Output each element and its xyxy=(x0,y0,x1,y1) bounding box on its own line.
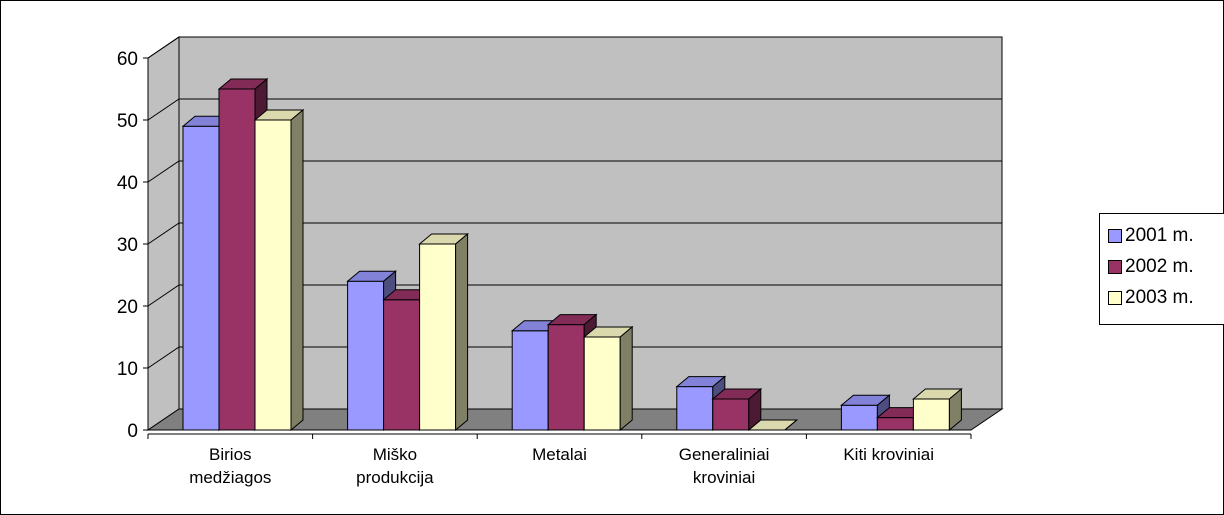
legend-swatch xyxy=(1108,229,1122,243)
legend-swatch xyxy=(1108,260,1122,274)
bar-front xyxy=(218,88,256,431)
gridline xyxy=(147,36,1002,59)
bar-side xyxy=(455,232,469,432)
bars-group xyxy=(181,77,963,432)
bar-front xyxy=(511,330,549,431)
gridline xyxy=(147,98,1002,121)
category-label: Metalai xyxy=(532,445,587,464)
bar xyxy=(747,419,799,431)
legend-label: 2001 m. xyxy=(1125,225,1194,246)
category-label-line: Birios xyxy=(209,445,252,464)
bar-front xyxy=(876,417,914,431)
bar xyxy=(912,387,963,432)
legend-label: 2002 m. xyxy=(1125,256,1194,277)
gridline xyxy=(147,160,1002,183)
category-label: Birios medžiagos xyxy=(189,445,271,487)
legend-item: 2002 m. xyxy=(1108,255,1194,279)
y-tick-label: 40 xyxy=(117,173,138,194)
legend-swatch xyxy=(1108,291,1122,305)
bar-front xyxy=(840,404,878,431)
bar xyxy=(711,387,763,432)
bar xyxy=(582,325,634,432)
bar xyxy=(418,232,469,432)
category-label: Miško produkcija xyxy=(356,445,434,487)
bar-front xyxy=(712,398,750,431)
y-tick-label: 10 xyxy=(117,359,138,380)
y-tick-label: 20 xyxy=(117,297,138,318)
category-label-line: Miško xyxy=(373,445,417,464)
category-label-line: Generaliniai xyxy=(679,445,770,464)
bar-front xyxy=(347,280,385,431)
bar-front xyxy=(419,243,457,431)
category-label-line: Kiti kroviniai xyxy=(843,445,934,464)
category-label: Kiti kroviniai xyxy=(843,445,934,464)
y-tick-label: 50 xyxy=(117,111,138,132)
legend-item: 2003 m. xyxy=(1108,286,1194,310)
axes-group: 0 10 20 30 40 50 60 Birios medžiagos Miško produkc… xyxy=(117,49,972,487)
legend-label: 2003 m. xyxy=(1125,287,1194,308)
bar-side xyxy=(948,387,962,432)
y-tick-label: 60 xyxy=(117,49,138,70)
bar-front xyxy=(254,119,292,431)
category-label-line: kroviniai xyxy=(693,468,755,487)
bar-front xyxy=(383,299,421,431)
y-tick-label: 0 xyxy=(127,421,138,442)
legend: 2001 m. 2002 m. 2003 m. xyxy=(1099,213,1224,325)
gridline xyxy=(147,346,1002,369)
bar-front xyxy=(676,386,714,431)
legend-item: 2001 m. xyxy=(1108,224,1194,248)
category-label-line: medžiagos xyxy=(189,468,271,487)
bar xyxy=(253,108,305,432)
bar-side xyxy=(784,419,798,431)
bar-front xyxy=(182,125,220,431)
bar-front xyxy=(583,336,621,431)
bar-front xyxy=(547,324,585,431)
y-tick-label: 30 xyxy=(117,235,138,256)
gridline xyxy=(147,222,1002,245)
category-label: Generaliniai kroviniai xyxy=(679,445,770,487)
bar-side xyxy=(290,108,304,432)
gridline xyxy=(147,284,1002,307)
bar-side xyxy=(619,325,633,432)
category-label-line: Metalai xyxy=(532,445,587,464)
category-label-line: produkcija xyxy=(356,468,434,487)
bar-front xyxy=(912,398,950,431)
